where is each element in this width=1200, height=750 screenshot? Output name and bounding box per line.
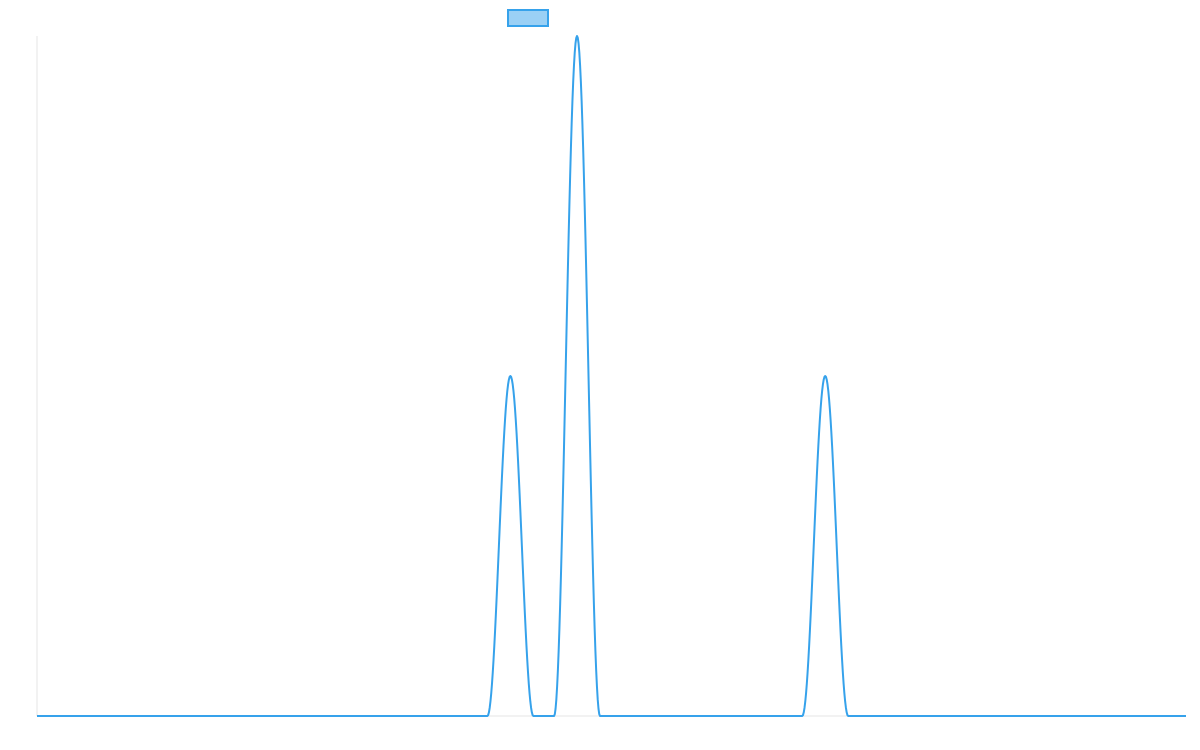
series-layer <box>37 35 1186 717</box>
legend <box>507 9 549 27</box>
legend-swatch-0 <box>507 9 549 27</box>
axes <box>36 36 1186 717</box>
series-line-0 <box>37 35 1186 717</box>
